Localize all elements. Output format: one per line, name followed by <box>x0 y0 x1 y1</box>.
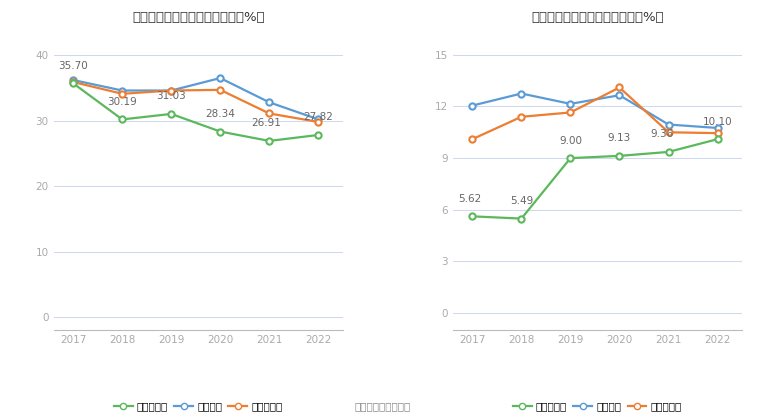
Text: 9.36: 9.36 <box>650 129 673 140</box>
Text: 10.10: 10.10 <box>703 116 732 127</box>
Legend: 公司毛利率, 行业均值, 行业中位数: 公司毛利率, 行业均值, 行业中位数 <box>109 397 287 413</box>
Text: 31.03: 31.03 <box>156 91 186 102</box>
Text: 27.82: 27.82 <box>304 112 334 123</box>
Text: 35.70: 35.70 <box>58 61 88 71</box>
Text: 26.91: 26.91 <box>252 119 282 128</box>
Text: 数据来源：恒生聚源: 数据来源：恒生聚源 <box>354 401 411 411</box>
Text: 5.62: 5.62 <box>458 194 481 204</box>
Text: 5.49: 5.49 <box>509 196 533 206</box>
Title: 美埃科技历年毛利率变化情况（%）: 美埃科技历年毛利率变化情况（%） <box>132 11 265 24</box>
Legend: 公司净利率, 行业均值, 行业中位数: 公司净利率, 行业均值, 行业中位数 <box>509 397 686 413</box>
Title: 美埃科技历年净利率变化情况（%）: 美埃科技历年净利率变化情况（%） <box>531 11 664 24</box>
Text: 30.19: 30.19 <box>107 97 137 107</box>
Text: 28.34: 28.34 <box>205 109 235 119</box>
Text: 9.00: 9.00 <box>559 135 582 146</box>
Text: 9.13: 9.13 <box>608 133 631 143</box>
